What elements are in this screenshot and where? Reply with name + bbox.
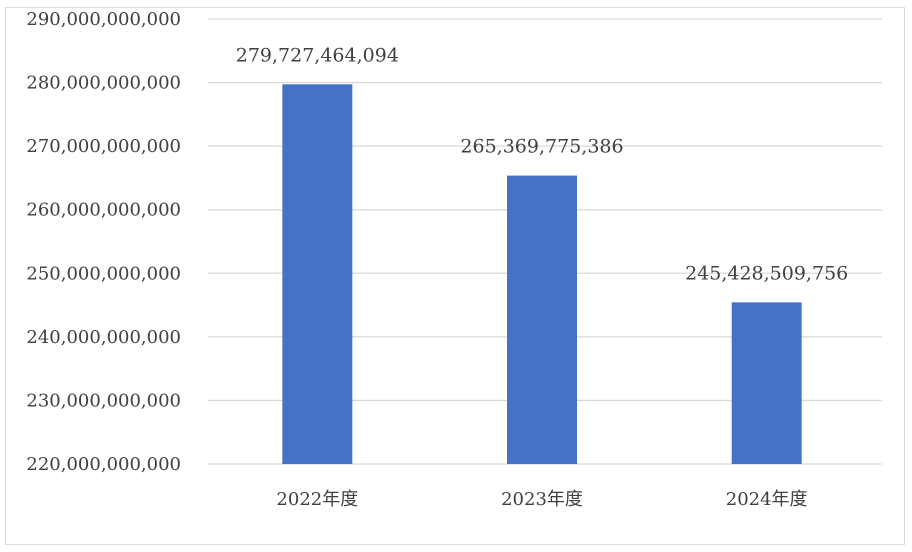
x-category-label: 2022年度 [276,489,358,510]
bar [507,175,577,464]
x-category-label: 2023年度 [501,489,583,510]
bar-data-label: 245,428,509,756 [685,262,848,284]
y-tick-label: 270,000,000,000 [26,136,181,157]
data-labels: 279,727,464,094 265,369,775,386 245,428,50… [236,44,849,284]
bar [731,302,802,464]
y-tick-label: 280,000,000,000 [26,73,181,94]
x-category-label: 2024年度 [726,489,808,510]
y-tick-label: 220,000,000,000 [26,454,181,475]
y-axis-tick-labels: 220,000,000,000 230,000,000,000 240,000,00… [26,9,181,475]
y-tick-label: 250,000,000,000 [26,263,181,284]
bar-data-label: 279,727,464,094 [236,44,399,66]
bar-data-label: 265,369,775,386 [460,136,623,158]
y-tick-label: 260,000,000,000 [26,200,181,221]
y-tick-label: 290,000,000,000 [26,9,181,30]
y-tick-label: 230,000,000,000 [26,390,181,411]
x-axis-category-labels: 2022年度 2023年度 2024年度 [276,489,807,510]
bar [282,84,353,464]
bars [282,84,802,464]
y-tick-label: 240,000,000,000 [26,327,181,348]
